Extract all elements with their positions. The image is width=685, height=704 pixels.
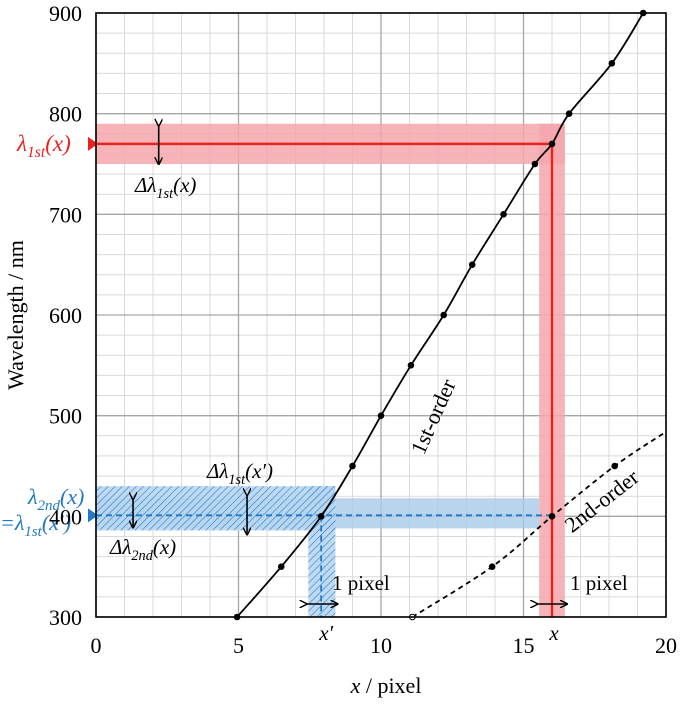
y-axis-label: Wavelength / nm	[3, 240, 28, 390]
lambda-2nd-equals-label-part: =λ	[0, 510, 24, 535]
lambda-2nd-equals-label-part: 1st	[24, 524, 42, 540]
blue-pointer-icon	[88, 508, 98, 523]
delta-lambda-2nd-label-part: 2nd	[131, 548, 153, 564]
one-pixel-label-x: 1 pixel	[570, 571, 628, 595]
delta-lambda-1st-label-part: Δλ	[134, 173, 156, 197]
y-tick-label: 700	[49, 202, 82, 227]
delta-lambda-1st-label: Δλ1st(x)	[134, 173, 196, 202]
delta-lambda-1st-prime-label-part: (x′)	[245, 459, 273, 483]
x-tick-label: 0	[91, 633, 102, 658]
lambda-2nd-label-part: λ	[27, 484, 38, 509]
delta-lambda-1st-prime-label-part: 1st	[228, 472, 246, 488]
delta-lambda-1st-prime-label-part: Δλ	[206, 459, 228, 483]
lambda-1st-label-part: λ	[16, 131, 27, 156]
delta-lambda-2nd-label-part: Δλ	[109, 535, 131, 559]
data-point-1st-order	[548, 140, 556, 148]
y-tick-label: 800	[49, 102, 82, 127]
data-point-1st-order	[468, 261, 476, 268]
blue-hatched-band	[96, 486, 336, 531]
lambda-2nd-equals-label-part: (x′)	[42, 510, 71, 535]
blue-pixel-hatched-band	[308, 486, 336, 617]
data-point-2nd-order	[611, 462, 619, 470]
x-tick-label: 20	[655, 633, 677, 658]
x-axis-label-unit: / pixel	[360, 673, 421, 698]
data-point-1st-order	[277, 563, 285, 570]
data-point-1st-order	[317, 513, 325, 520]
data-point-1st-order	[377, 412, 385, 419]
red-pointer-icon	[88, 136, 98, 151]
delta-lambda-2nd-label: Δλ2nd(x)	[109, 535, 176, 564]
x-tick-label: 10	[370, 633, 392, 658]
lambda-2nd-label-part: (x)	[60, 484, 84, 509]
data-point-2nd-order	[488, 563, 496, 570]
y-tick-label: 400	[49, 504, 82, 529]
one-pixel-label-prime: 1 pixel	[332, 571, 390, 595]
y-tick-label: 300	[49, 605, 82, 630]
y-tick-label: 900	[49, 1, 82, 26]
x-axis-label: x / pixel	[350, 673, 422, 698]
delta-lambda-1st-label-part: (x)	[173, 173, 196, 197]
delta-lambda-2nd-label-part: (x)	[153, 535, 176, 559]
data-point-1st-order	[500, 211, 507, 218]
axes	[95, 12, 667, 618]
x-tick-label: 15	[513, 633, 535, 658]
x-marker-label: x	[548, 621, 559, 645]
lambda-1st-label-part: 1st	[27, 144, 46, 161]
delta-lambda-1st-label-part: 1st	[156, 186, 174, 202]
x-prime-marker-label: x′	[318, 621, 333, 645]
delta-lambda-1st-prime-label: Δλ1st(x′)	[206, 459, 273, 488]
x-tick-label: 5	[233, 633, 244, 658]
data-point-1st-order	[349, 462, 356, 470]
y-tick-label: 500	[49, 404, 82, 429]
lambda-2nd-equals-label: =λ1st(x′)	[0, 510, 71, 540]
lambda-1st-label-part: (x)	[45, 131, 71, 156]
data-point-2nd-order	[548, 513, 556, 520]
tick-labels: 0 5 10 15 20 300 400 500 600 700 800 900	[49, 1, 677, 658]
data-point-1st-order	[565, 110, 573, 117]
plot-frame	[95, 12, 667, 618]
lambda-2nd-label-part: 2nd	[38, 498, 61, 514]
data-point-1st-order	[440, 311, 448, 319]
x-axis-label-variable: x	[350, 673, 361, 698]
data-series	[233, 9, 667, 621]
lambda-2nd-label: λ2nd(x)	[27, 484, 84, 514]
data-point-1st-order	[608, 60, 616, 67]
data-point-1st-order	[531, 160, 539, 168]
y-tick-label: 600	[49, 303, 82, 328]
lambda-1st-label: λ1st(x)	[16, 131, 71, 161]
data-point-1st-order	[407, 362, 415, 369]
